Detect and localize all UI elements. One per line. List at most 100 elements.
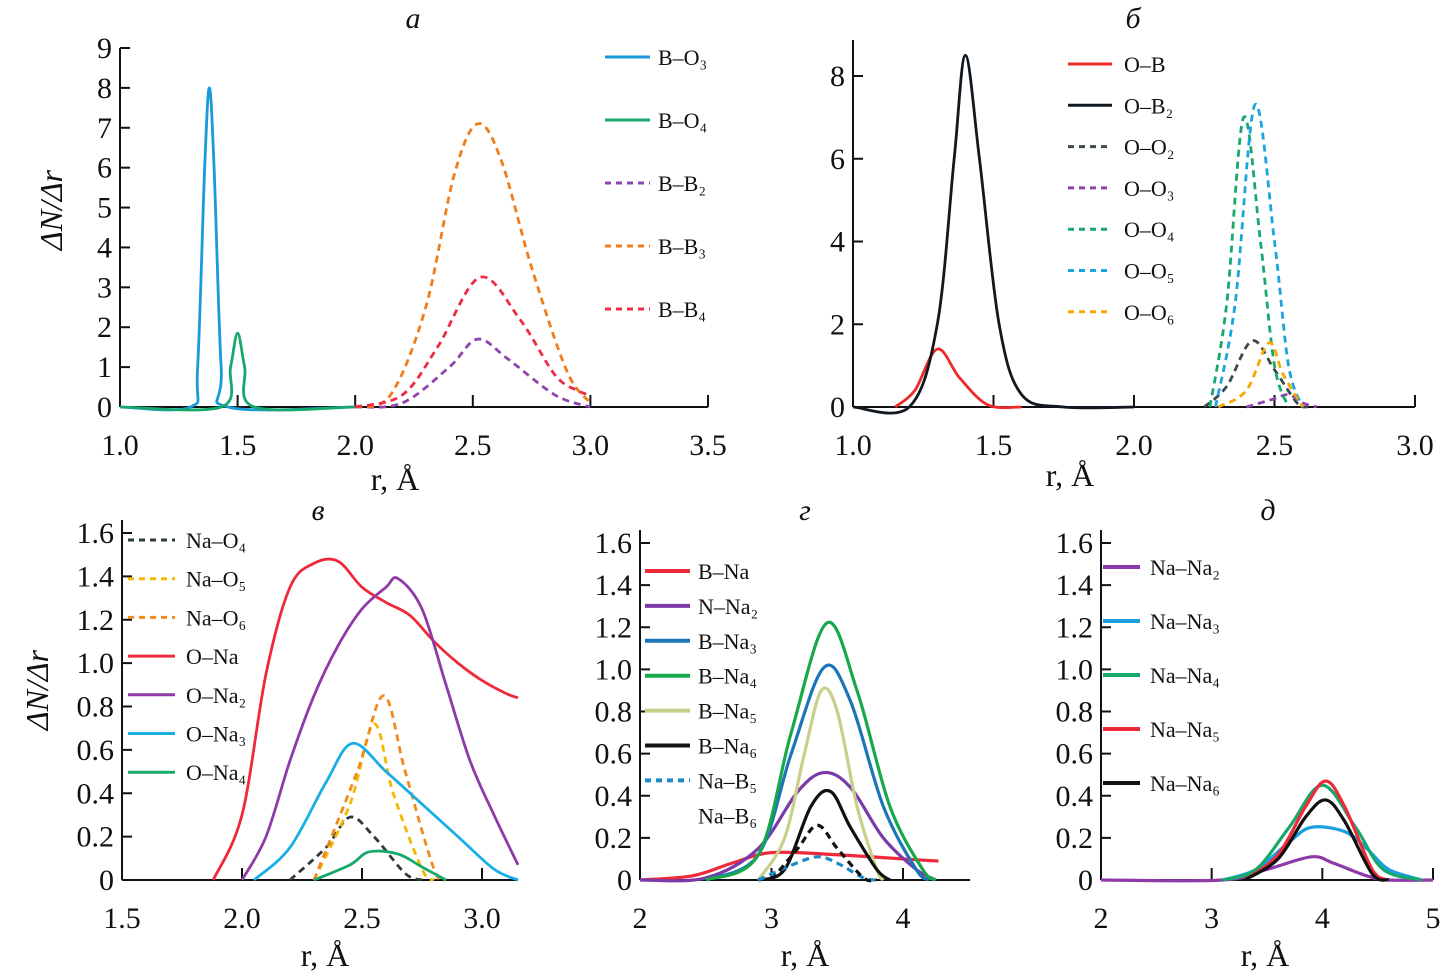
x-tick-label: 3: [764, 902, 779, 935]
legend-label: O–O₅: [1124, 259, 1174, 284]
legend-label: Na–B₆: [698, 803, 757, 828]
legend-label: Na–Na₄: [1150, 663, 1220, 688]
x-axis-label: r, Å: [1046, 457, 1094, 493]
y-tick-label: 8: [97, 72, 112, 105]
y-tick-label: 0.4: [1056, 780, 1094, 813]
series-line: [1244, 798, 1390, 882]
legend-label: B–Na₅: [698, 699, 757, 724]
series-line: [253, 741, 519, 882]
legend-label: O–Na₃: [186, 722, 246, 747]
y-tick-label: 6: [97, 152, 112, 185]
series-line: [211, 557, 519, 881]
y-tick-label: 2: [830, 308, 845, 341]
y-tick-label: 0.2: [77, 821, 115, 854]
legend-label: B–Na: [698, 559, 750, 584]
legend-label: Na–O₅: [186, 567, 246, 592]
y-tick-label: 0.4: [595, 780, 633, 813]
y-tick-label: 1.4: [1056, 569, 1094, 602]
series-line: [289, 815, 423, 882]
y-tick-label: 1.2: [1056, 611, 1094, 644]
panel-5: 0 0.2 0.4 0.6 0.8 1.0 1.2 1.4 1.6 2 3 4 5 д r, Å Na–Na₂…: [1056, 494, 1441, 973]
y-tick-label: 1: [97, 351, 112, 384]
series-line: [757, 855, 877, 882]
legend-label: Na–Na₂: [1150, 555, 1220, 580]
panel-label: в: [311, 494, 324, 527]
series-line: [355, 337, 591, 409]
y-tick-label: 8: [830, 60, 845, 93]
x-tick-label: 1.0: [834, 429, 872, 462]
series-line: [639, 770, 937, 883]
y-tick-label: 0: [99, 864, 114, 897]
y-tick-label: 0.2: [1056, 822, 1094, 855]
series-line: [240, 576, 520, 881]
series-line: [313, 849, 447, 882]
y-tick-label: 0.6: [595, 738, 633, 771]
y-tick-label: 6: [830, 143, 845, 176]
x-tick-label: 1.5: [219, 429, 257, 462]
x-tick-label: 2: [1094, 902, 1109, 935]
x-axis-label: r, Å: [371, 461, 419, 497]
x-tick-label: 3.0: [1396, 429, 1434, 462]
y-tick-label: 1.2: [77, 604, 115, 637]
y-tick-label: 9: [97, 32, 112, 65]
panel-label: б: [1125, 2, 1141, 35]
series-line: [354, 122, 592, 409]
panel-2: 0 2 4 6 8 1.0 1.5 2.0 2.5 3.0 б r, Å O–B O–B₂ O–O₂ O–O₃…: [830, 2, 1434, 493]
legend-label: B–B₃: [658, 234, 706, 259]
legend-label: B–Na₄: [698, 664, 757, 689]
legend-label: Na–O₄: [186, 528, 246, 553]
y-tick-label: 0: [617, 864, 632, 897]
series-line: [770, 823, 877, 883]
y-axis-label: ΔN/Δr: [33, 169, 69, 252]
y-tick-label: 1.0: [1056, 653, 1094, 686]
series-line: [1243, 779, 1390, 882]
y-tick-label: 5: [97, 192, 112, 225]
y-tick-label: 0.6: [1056, 738, 1094, 771]
series-line: [312, 694, 447, 883]
x-axis-label: r, Å: [1241, 937, 1289, 973]
legend-label: B–B₂: [658, 171, 706, 196]
legend-label: O–Na₂: [186, 683, 246, 708]
x-tick-label: 2.0: [336, 429, 374, 462]
x-tick-label: 2.5: [1256, 429, 1294, 462]
series-line: [312, 722, 435, 882]
series-line: [894, 347, 1022, 410]
y-tick-label: 0: [830, 391, 845, 424]
legend-label: B–Na₆: [698, 734, 757, 759]
y-tick-label: 1.6: [77, 517, 115, 550]
x-tick-label: 1.5: [103, 902, 141, 935]
legend-label: O–Na: [186, 644, 239, 669]
y-tick-label: 0.8: [1056, 696, 1094, 729]
y-tick-label: 7: [97, 112, 112, 145]
panel-1: 0 1 2 3 4 5 6 7 8 9 1.0 1.5 2.0 2.5 3.0 3.5 а r, Å ΔN/Δr B–…: [33, 2, 727, 497]
x-tick-label: 2.5: [454, 429, 492, 462]
x-tick-label: 3.0: [572, 429, 610, 462]
x-tick-label: 5: [1426, 902, 1441, 935]
series-line: [1246, 393, 1318, 409]
y-tick-label: 1.4: [595, 569, 633, 602]
x-tick-label: 1.0: [101, 429, 139, 462]
legend-label: B–Na₃: [698, 629, 757, 654]
y-tick-label: 0.4: [77, 777, 115, 810]
legend-label: O–O₆: [1124, 300, 1174, 325]
series-line: [1214, 103, 1304, 408]
y-tick-label: 0.2: [595, 822, 633, 855]
x-tick-label: 3.5: [689, 429, 727, 462]
x-tick-label: 4: [896, 902, 911, 935]
panel-label: а: [406, 2, 421, 35]
x-tick-label: 2.0: [1115, 429, 1153, 462]
y-tick-label: 0.8: [77, 691, 115, 724]
panel-3: 0 0.2 0.4 0.6 0.8 1.0 1.2 1.4 1.6 1.5 2.0 2.5 3.0 в r,…: [19, 494, 520, 973]
y-tick-label: 3: [97, 271, 112, 304]
y-tick-label: 0.8: [595, 696, 633, 729]
legend-label: Na–Na₃: [1150, 609, 1220, 634]
legend-label: O–B: [1124, 52, 1166, 77]
panel-4: 0 0.2 0.4 0.6 0.8 1.0 1.2 1.4 1.6 2 3 4 г r, Å B–Na N–N…: [595, 494, 970, 973]
x-axis-label: r, Å: [781, 937, 829, 973]
y-tick-label: 4: [830, 226, 845, 259]
legend-label: O–O₄: [1124, 217, 1174, 242]
legend-label: O–O₂: [1124, 135, 1174, 160]
x-tick-label: 3: [1204, 902, 1219, 935]
legend-label: Na–Na₆: [1150, 771, 1220, 796]
legend-label: B–O₄: [658, 108, 707, 133]
